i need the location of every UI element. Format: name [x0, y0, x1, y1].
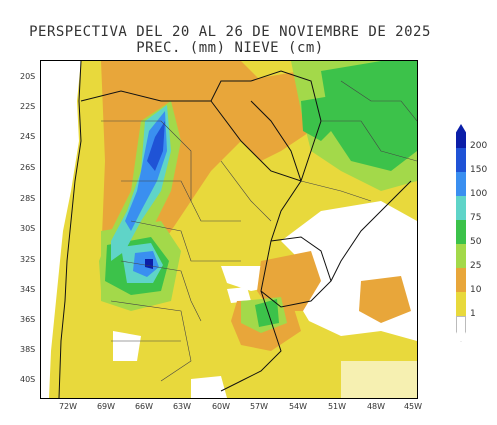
legend-swatch-25	[456, 244, 466, 268]
legend-swatch-200	[456, 124, 466, 148]
precip-zone-150mm-andes	[147, 121, 165, 171]
precipitation-map	[40, 60, 418, 399]
lat-label-32s: 32S	[20, 255, 36, 264]
lon-label-69w: 69W	[96, 402, 116, 411]
lat-label-30s: 30S	[20, 224, 36, 233]
legend-label-150: 150	[470, 165, 488, 175]
precipitation-map-svg	[41, 61, 417, 398]
lon-label-45w: 45W	[403, 402, 423, 411]
legend-swatch-75	[456, 196, 466, 220]
legend-label-50: 50	[470, 237, 482, 247]
lat-label-28s: 28S	[20, 194, 36, 203]
dry-area-atlantic-south	[341, 361, 417, 398]
lat-label-40s: 40S	[20, 375, 36, 384]
precip-zone-10mm-south-atlantic	[359, 276, 411, 323]
lon-label-57w: 57W	[249, 402, 269, 411]
province-border-3	[130, 220, 241, 262]
legend-swatch-0	[456, 316, 466, 342]
precip-legend	[456, 124, 466, 342]
border-uruguay	[260, 236, 332, 308]
legend-label-25: 25	[470, 261, 482, 271]
lat-label-26s: 26S	[20, 163, 36, 172]
country-borders	[58, 61, 412, 398]
province-border-9	[321, 120, 417, 162]
dry-area-patagonia-1	[113, 331, 141, 361]
legend-swatch-10	[456, 268, 466, 292]
precip-zone-50mm-brazil	[321, 61, 417, 171]
dry-area-pampas	[227, 287, 251, 303]
lon-label-51w: 51W	[327, 402, 347, 411]
map-subtitle: PREC. (mm) NIEVE (cm)	[136, 40, 324, 56]
province-border-10	[300, 180, 372, 202]
dry-area-chile-coast	[41, 61, 81, 398]
precip-zone-50mm-parana	[301, 96, 341, 141]
lat-label-22s: 22S	[20, 102, 36, 111]
legend-label-200: 200	[470, 141, 488, 151]
lon-label-48w: 48W	[366, 402, 386, 411]
lon-label-54w: 54W	[288, 402, 308, 411]
coast-atlantic	[330, 180, 412, 282]
precip-zone-200mm-cuyo	[145, 259, 153, 269]
lon-label-60w: 60W	[211, 402, 231, 411]
legend-swatch-50	[456, 220, 466, 244]
legend-label-75: 75	[470, 213, 482, 223]
legend-label-100: 100	[470, 189, 488, 199]
map-title: PERSPECTIVA DEL 20 AL 26 DE NOVIEMBRE DE…	[29, 24, 431, 40]
lat-label-20s: 20S	[20, 72, 36, 81]
province-border-4	[120, 260, 202, 322]
lat-label-34s: 34S	[20, 285, 36, 294]
lat-label-24s: 24S	[20, 132, 36, 141]
legend-label-1: 1	[470, 309, 476, 319]
border-bolivia	[80, 80, 251, 102]
legend-swatch-100	[456, 172, 466, 196]
province-border-2	[121, 180, 241, 222]
precip-zone-10mm-uruguay	[257, 251, 321, 311]
lon-label-63w: 63W	[172, 402, 192, 411]
lat-label-38s: 38S	[20, 345, 36, 354]
lon-label-72w: 72W	[58, 402, 78, 411]
province-border-8	[340, 80, 417, 122]
province-border-1	[101, 120, 192, 201]
lat-label-36s: 36S	[20, 315, 36, 324]
province-border-7	[220, 160, 272, 222]
province-border-5	[110, 300, 192, 382]
precip-zone-50mm-uruguay-coast	[255, 299, 279, 327]
legend-label-10: 10	[470, 285, 482, 295]
dry-area-patagonia-2	[191, 376, 227, 398]
province-borders	[101, 80, 417, 382]
lon-label-66w: 66W	[134, 402, 154, 411]
coast-buenos-aires	[220, 290, 282, 392]
legend-swatch-150	[456, 148, 466, 172]
border-chile-argentina	[58, 61, 82, 398]
legend-swatch-1	[456, 292, 466, 316]
